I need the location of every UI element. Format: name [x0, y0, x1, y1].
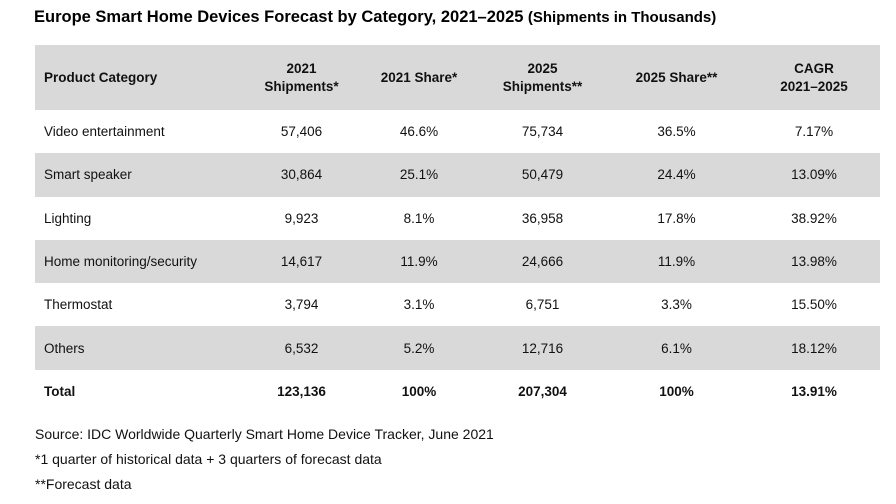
cell-cagr: 18.12%: [748, 326, 880, 370]
cell-cagr: 15.50%: [791, 297, 837, 313]
cell-shipments-2021: 9,923: [284, 210, 319, 226]
cell-share-2025: 24.4%: [605, 153, 748, 197]
table-row: Smart speaker 30,864 25.1% 50,479 24.4% 13.09…: [35, 153, 880, 197]
cell-share-2021: 11.9%: [358, 239, 480, 284]
header-shipments-2025: 2025 Shipments**: [480, 45, 605, 110]
table-row: Others 6,532 5.2% 12,716 6.1% 18.12%: [35, 326, 880, 370]
header-category: Product Category: [35, 45, 245, 110]
header-line: 2025 Share**: [635, 69, 718, 85]
table-row: Thermostat 3,794 3.1% 6,751 3.3% 15.50%: [35, 283, 880, 326]
cell-share-2021: 25.1%: [358, 153, 480, 197]
header-share-2021: 2021 Share*: [358, 45, 480, 110]
cell-shipments-2025: 36,958: [521, 210, 564, 226]
cell-share-2025: 17.8%: [657, 210, 696, 226]
cell-share-2021: 100%: [401, 383, 437, 399]
cell-share-2025: 11.9%: [605, 239, 748, 284]
source-note: Source: IDC Worldwide Quarterly Smart Ho…: [35, 426, 494, 442]
cell-cagr: 13.91%: [791, 383, 837, 399]
header-shipments-2021: 2021 Shipments*: [245, 45, 358, 110]
cell-share-2025: 36.5%: [657, 124, 696, 140]
cell-shipments-2025: 207,304: [518, 383, 567, 399]
header-line: CAGR: [794, 60, 834, 76]
cell-share-2021: 46.6%: [399, 124, 439, 140]
header-line: 2021: [286, 60, 317, 76]
cell-shipments-2021: 57,406: [280, 124, 323, 140]
header-line: 2025: [527, 60, 558, 76]
title-main: Europe Smart Home Devices Forecast by Ca…: [34, 8, 524, 26]
forecast-table: Product Category 2021 Shipments* 2021 Share…: [35, 45, 880, 413]
cell-shipments-2025: 6,751: [525, 297, 560, 313]
cell-category: Home monitoring/security: [35, 239, 245, 284]
cell-shipments-2025: 12,716: [480, 326, 605, 370]
cell-category: Others: [35, 326, 245, 370]
cell-shipments-2021: 3,794: [284, 297, 319, 313]
cell-share-2021: 5.2%: [358, 326, 480, 370]
header-cagr: CAGR 2021–2025: [748, 45, 880, 110]
table-body: Video entertainment 57,406 46.6% 75,734 36.5…: [35, 110, 880, 413]
header-line: Shipments**: [502, 78, 583, 94]
cell-shipments-2025: 50,479: [480, 153, 605, 197]
cell-share-2025: 6.1%: [605, 326, 748, 370]
footnote-forecast: **Forecast data: [35, 476, 132, 492]
cell-shipments-2021: 30,864: [245, 153, 358, 197]
footnote-historical: *1 quarter of historical data + 3 quarte…: [35, 451, 382, 467]
total-row: Total 123,136 100% 207,304 100% 13.91%: [35, 370, 880, 413]
cell-share-2021: 3.1%: [403, 297, 435, 313]
header-share-2025: 2025 Share**: [605, 45, 748, 110]
cell-cagr: 13.09%: [748, 153, 880, 197]
cell-cagr: 38.92%: [791, 210, 837, 226]
cell-share-2025: 3.3%: [661, 297, 692, 313]
header-line: 2021 Share*: [380, 69, 458, 85]
cell-share-2021: 8.1%: [403, 210, 435, 226]
cell-category: Video entertainment: [44, 124, 165, 140]
header-line: Product Category: [44, 69, 158, 85]
cell-category: Lighting: [44, 210, 92, 226]
cell-shipments-2025: 75,734: [521, 124, 564, 140]
cell-shipments-2021: 123,136: [277, 383, 326, 399]
table-row: Home monitoring/security 14,617 11.9% 24,66…: [35, 239, 880, 284]
chart-title: Europe Smart Home Devices Forecast by Ca…: [34, 8, 884, 27]
header-line: 2021–2025: [780, 78, 848, 94]
cell-shipments-2021: 14,617: [245, 239, 358, 284]
header-row: Product Category 2021 Shipments* 2021 Share…: [35, 45, 880, 110]
cell-share-2025: 100%: [659, 383, 694, 399]
cell-category: Total: [44, 383, 76, 399]
header-line: Shipments*: [264, 78, 339, 94]
title-subtitle: (Shipments in Thousands): [527, 9, 717, 26]
table-row: Lighting 9,923 8.1% 36,958 17.8% 38.92%: [35, 197, 880, 240]
cell-category: Thermostat: [44, 297, 113, 313]
cell-cagr: 13.98%: [748, 239, 880, 284]
cell-cagr: 7.17%: [794, 124, 834, 140]
table-row: Video entertainment 57,406 46.6% 75,734 36.5…: [35, 110, 880, 153]
cell-category: Smart speaker: [35, 153, 245, 197]
cell-shipments-2025: 24,666: [480, 239, 605, 284]
cell-shipments-2021: 6,532: [245, 326, 358, 370]
